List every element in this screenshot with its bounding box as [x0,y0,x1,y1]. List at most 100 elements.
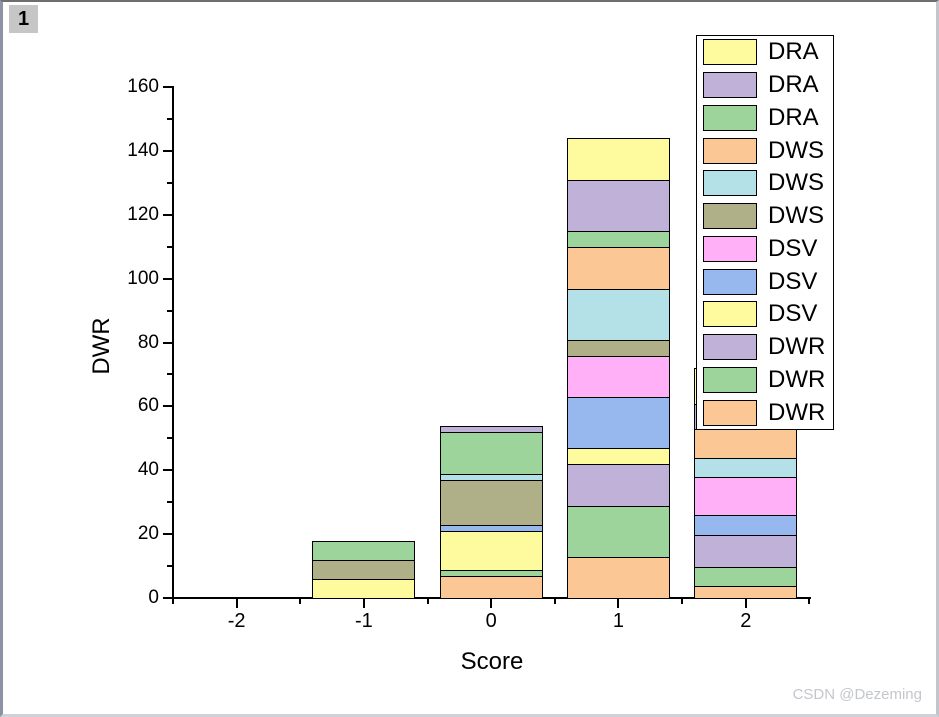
legend-item[interactable]: DRA [697,36,833,69]
legend-item-label: DSV [768,234,818,262]
bar-segment-dwr[interactable] [566,463,670,507]
legend-swatch-icon [703,170,757,197]
bar-segment-dws[interactable] [566,339,670,357]
legend-swatch-icon [703,72,757,99]
legend-item[interactable]: DWS [697,167,833,200]
y-axis-title[interactable]: DWR [88,317,115,375]
x-minor-tick [426,599,429,604]
x-tick-label: 1 [612,610,625,632]
bar-segment-dra[interactable] [566,230,670,249]
x-major-tick [490,599,493,608]
bar-segment-dsv[interactable] [439,530,543,571]
bar-segment-dws[interactable] [566,288,670,341]
bar-segment-dra[interactable] [439,425,543,434]
bar-segment-dsv[interactable] [694,476,798,517]
bar-segment-dra[interactable] [566,179,670,233]
legend-item-label: DWR [768,398,826,426]
bar-segment-dra[interactable] [566,138,670,182]
y-major-tick [163,341,172,344]
bar-segment-dws[interactable] [566,246,670,290]
y-major-tick [163,533,172,536]
x-major-tick [362,599,365,608]
y-minor-tick [167,309,172,312]
bar-segment-dra[interactable] [439,431,543,475]
legend-item[interactable]: DRA [697,69,833,102]
bar-segment-dws[interactable] [694,457,798,479]
bar-segment-dra[interactable] [312,540,416,562]
legend-item[interactable]: DSV [697,298,833,331]
page-number-tab[interactable]: 1 [9,5,38,33]
x-minor-tick [299,599,302,604]
y-major-tick [163,597,172,599]
y-axis-line [172,86,174,600]
bar-segment-dsv[interactable] [566,355,670,399]
x-minor-tick [553,599,556,604]
bar-segment-dwr[interactable] [566,505,670,558]
y-tick-label: 40 [137,459,159,481]
legend-item-label: DRA [768,38,819,66]
bar-segment-dwr[interactable] [439,575,543,600]
legend-item[interactable]: DSV [697,233,833,266]
watermark: CSDN @Dezeming [792,686,922,703]
legend-item[interactable]: DRA [697,102,833,135]
legend-item[interactable]: DWS [697,134,833,167]
y-minor-tick [167,437,172,440]
x-major-tick [744,599,747,608]
legend-item[interactable]: DWS [697,200,833,233]
legend-swatch-icon [703,235,757,262]
legend-item[interactable]: DSV [697,265,833,298]
legend-item-label: DWS [768,169,824,197]
bar-segment-dsv[interactable] [694,514,798,536]
y-minor-tick [167,501,172,504]
legend-item-label: DRA [768,103,819,131]
y-tick-label: 60 [137,395,159,417]
legend-item[interactable]: DWR [697,396,833,429]
legend-swatch-icon [703,39,757,66]
y-major-tick [163,469,172,472]
y-tick-label: 20 [137,523,159,545]
y-tick-label: 140 [127,139,159,161]
y-minor-tick [167,117,172,120]
bar-segment-dws[interactable] [694,428,798,459]
legend-swatch-icon [703,137,757,164]
x-major-tick [617,599,620,608]
bar-segment-dwr[interactable] [694,566,798,587]
bar-segment-dws[interactable] [312,559,416,581]
legend-swatch-icon [703,268,757,295]
legend-item[interactable]: DWR [697,331,833,364]
legend[interactable]: DRA DRA DRA DWS DWS DWS DSV DSV DSV DWR DWR DWR [696,35,834,430]
legend-item-label: DRA [768,71,819,99]
bar-segment-dwr[interactable] [694,534,798,568]
legend-item-label: DWR [768,333,826,361]
y-tick-label: 0 [148,587,159,608]
legend-swatch-icon [703,366,757,393]
legend-swatch-icon [703,301,757,328]
legend-item[interactable]: DWR [697,364,833,397]
bar-segment-dsv[interactable] [312,578,416,600]
x-tick-label: 2 [740,610,752,632]
bar-segment-dwr[interactable] [566,556,670,600]
x-axis-title[interactable]: Score [460,648,524,675]
bar-segment-dwr[interactable] [694,585,798,600]
y-tick-label: 160 [127,76,159,97]
y-major-tick [163,213,172,216]
legend-swatch-icon [703,203,757,230]
x-minor-tick [681,599,684,604]
y-tick-label: 120 [127,203,159,225]
legend-item-label: DSV [768,267,818,295]
y-tick-label: 80 [137,331,159,353]
x-tick-label: -1 [355,610,373,632]
bar-segment-dsv[interactable] [566,447,670,466]
y-tick-label: 100 [127,267,159,289]
x-tick-label: -2 [227,610,246,632]
bar-segment-dws[interactable] [439,479,543,527]
y-major-tick [163,277,172,280]
y-major-tick [163,405,172,408]
legend-swatch-icon [703,334,757,361]
y-minor-tick [167,373,172,376]
y-minor-tick [167,565,172,568]
bar-segment-dsv[interactable] [566,396,670,450]
y-minor-tick [167,181,172,184]
legend-swatch-icon [703,104,757,131]
